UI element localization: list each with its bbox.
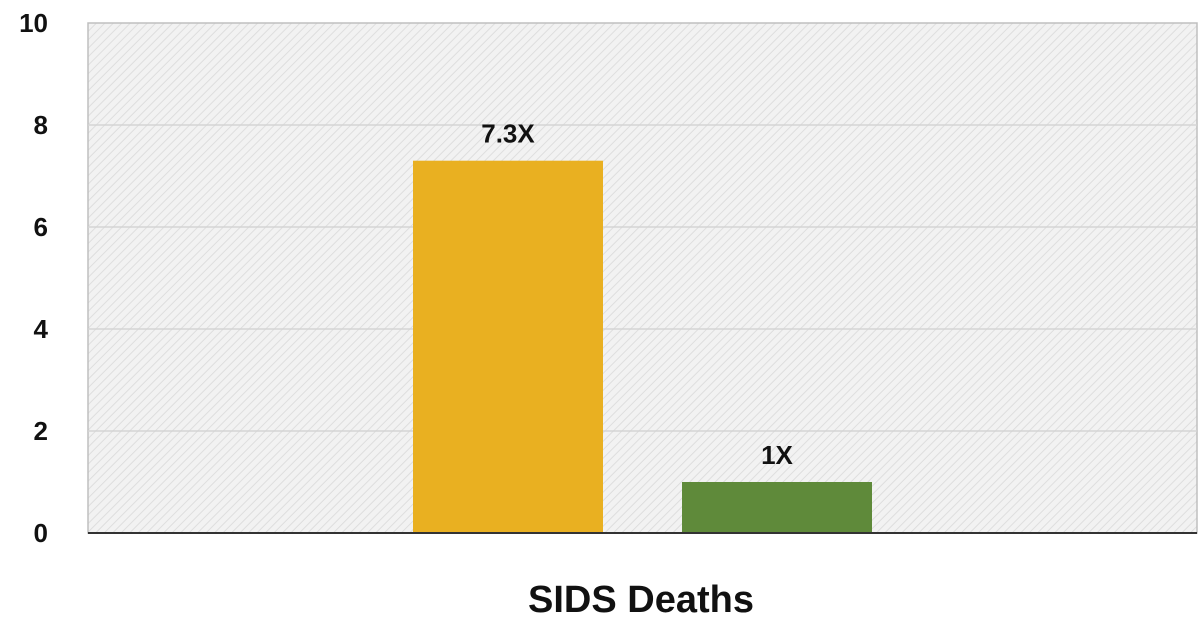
y-tick-label: 6 bbox=[34, 212, 48, 242]
bar bbox=[413, 160, 603, 533]
bar-data-label: 1X bbox=[761, 440, 793, 470]
y-tick-label: 2 bbox=[34, 416, 48, 446]
x-axis-title: SIDS Deaths bbox=[528, 579, 754, 619]
y-axis-ticks: 0 2 4 6 8 10 bbox=[19, 8, 48, 548]
y-tick-label: 4 bbox=[34, 314, 49, 344]
y-tick-label: 8 bbox=[34, 110, 48, 140]
gridlines bbox=[88, 124, 1197, 432]
y-tick-label: 0 bbox=[34, 518, 48, 548]
plot-area bbox=[87, 22, 1198, 534]
bars bbox=[413, 160, 872, 533]
y-tick-label: 10 bbox=[19, 8, 48, 38]
bar bbox=[682, 482, 872, 533]
bar-data-label: 7.3X bbox=[481, 119, 535, 149]
data-labels: 7.3X 1X bbox=[481, 119, 793, 470]
